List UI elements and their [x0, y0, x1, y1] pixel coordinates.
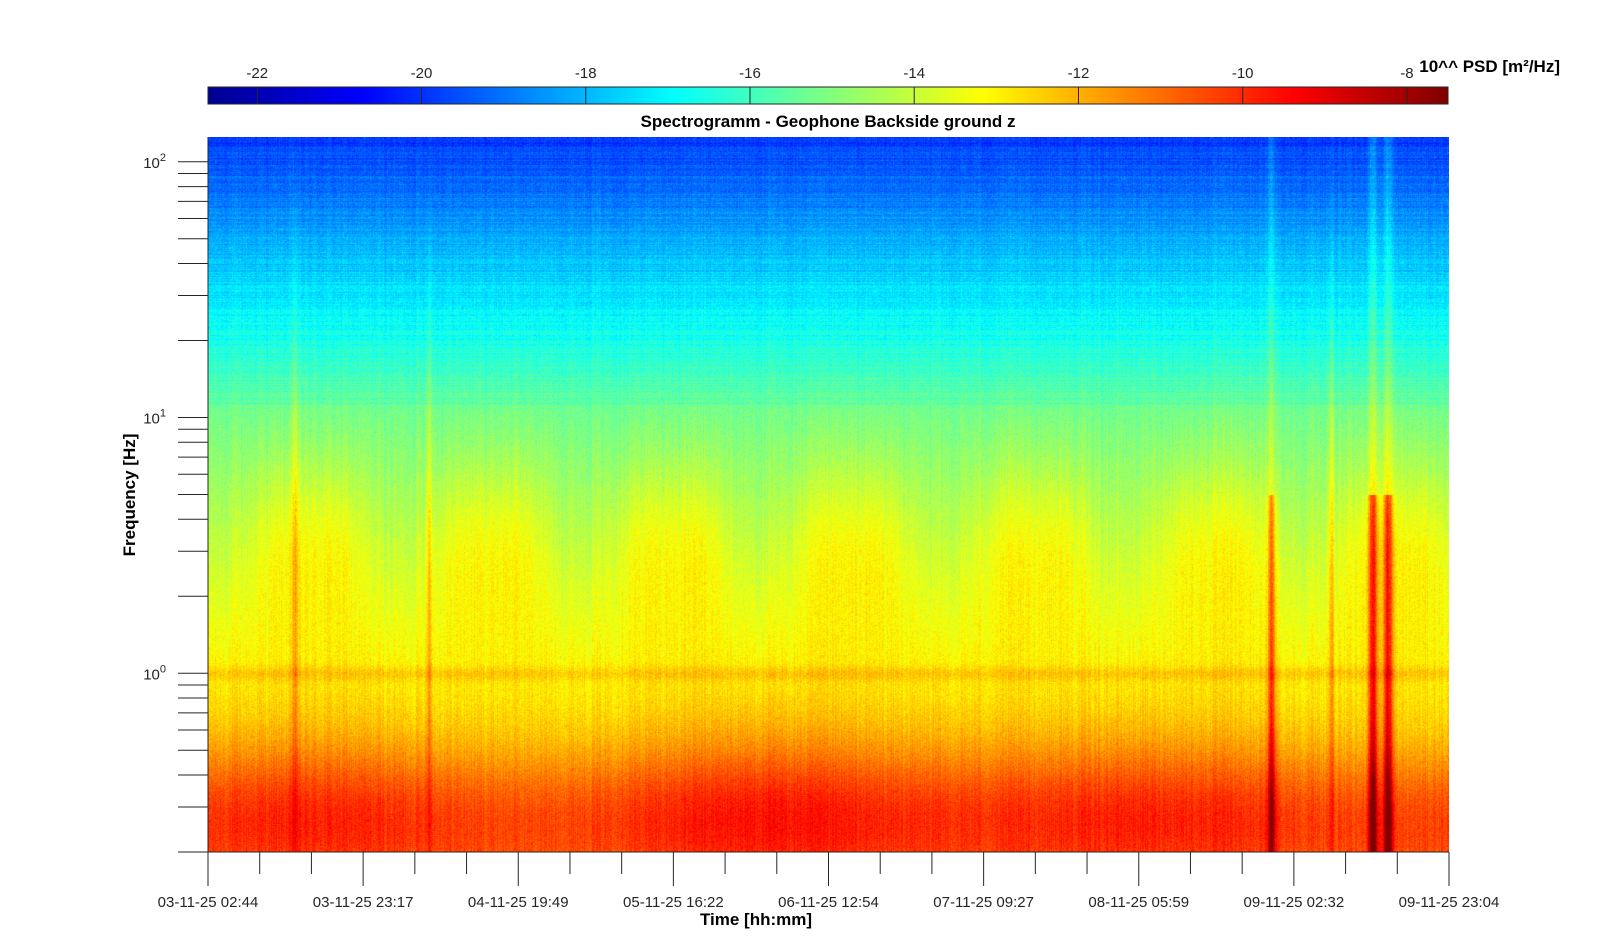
y-axis: 100 101 102: [143, 137, 209, 853]
colorbar-tick-label: -18: [575, 65, 597, 82]
colorbar-tick-label: -10: [1232, 65, 1254, 82]
colorbar-tick-label: -16: [739, 65, 761, 82]
spectrogram-image: [208, 137, 1449, 852]
y-tick-label: 102: [143, 152, 166, 172]
colorbar-tick-label: -22: [246, 65, 268, 82]
spectrogram-raster: [208, 137, 1449, 852]
x-tick-label: 05-11-25 16:22: [623, 894, 724, 911]
y-tick-label: 100: [143, 663, 166, 683]
colorbar-tick-label: -8: [1400, 65, 1413, 82]
chart-title: Spectrogramm - Geophone Backside ground …: [640, 112, 1015, 131]
y-axis-label: Frequency [Hz]: [120, 434, 139, 557]
colorbar: [207, 86, 1449, 105]
colorbar-ticks: -22 -20 -18 -16 -14 -12 -10 -8: [246, 65, 1414, 104]
x-axis-label: Time [hh:mm]: [700, 910, 812, 929]
colorbar-label: 10^^ PSD [m²/Hz]: [1419, 57, 1560, 76]
y-tick-label: 101: [143, 408, 166, 428]
colorbar-tick-label: -12: [1068, 65, 1090, 82]
x-tick-label: 09-11-25 23:04: [1399, 894, 1500, 911]
colorbar-tick-label: -14: [903, 65, 925, 82]
x-tick-label: 03-11-25 23:17: [313, 894, 414, 911]
x-axis: 03-11-25 02:44 03-11-25 23:17 04-11-25 19:…: [158, 851, 1500, 911]
x-tick-label: 08-11-25 05:59: [1088, 894, 1189, 911]
x-tick-label: 04-11-25 19:49: [468, 894, 569, 911]
x-tick-label: 06-11-25 12:54: [778, 894, 879, 911]
x-tick-label: 07-11-25 09:27: [933, 894, 1034, 911]
colorbar-tick-label: -20: [411, 65, 433, 82]
x-tick-label: 03-11-25 02:44: [158, 894, 259, 911]
x-tick-label: 09-11-25 02:32: [1244, 894, 1345, 911]
